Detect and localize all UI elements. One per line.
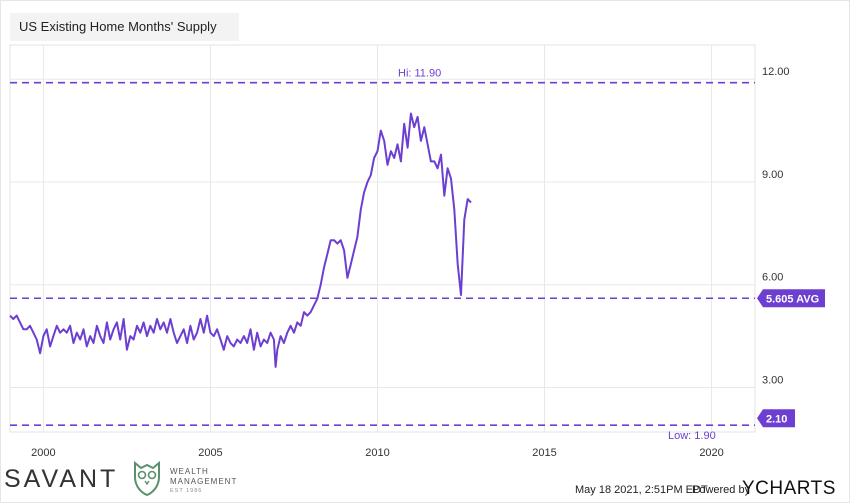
x-tick-label: 2000 (31, 447, 55, 459)
chart-title: US Existing Home Months' Supply (19, 19, 217, 34)
x-tick-label: 2015 (532, 447, 556, 459)
est-text: EST 1986 (170, 488, 203, 494)
owl-logo-icon (134, 461, 160, 497)
x-tick-label: 2005 (198, 447, 222, 459)
low-label: Low: 1.90 (668, 430, 716, 442)
x-tick-label: 2010 (365, 447, 389, 459)
wealth-management-text: WEALTH MANAGEMENT (170, 467, 237, 487)
y-tick-label: 3.00 (762, 374, 783, 386)
wealth-line-2: MANAGEMENT (170, 477, 238, 486)
chart-title-box: US Existing Home Months' Supply (10, 13, 239, 41)
savant-logo-text: SAVANT (4, 465, 119, 493)
ycharts-logo[interactable]: YCHARTS (742, 478, 836, 499)
powered-by-text: Powered by (692, 484, 751, 496)
series-line (9, 112, 472, 368)
y-tick-label: 6.00 (762, 272, 783, 284)
wealth-line-1: WEALTH (170, 467, 209, 476)
plot-area (9, 44, 756, 433)
average-tag (757, 289, 825, 308)
high-label: Hi: 11.90 (398, 68, 441, 80)
x-tick-label: 2020 (699, 447, 723, 459)
average-tag-label: 5.605 AVG (766, 293, 819, 305)
y-tick-label: 12.00 (762, 66, 790, 78)
y-tick-label: 9.00 (762, 169, 783, 181)
timestamp: May 18 2021, 2:51PM EDT. (575, 484, 710, 496)
last-value-label: 2.10 (766, 413, 787, 425)
last-value-tag (757, 409, 795, 428)
